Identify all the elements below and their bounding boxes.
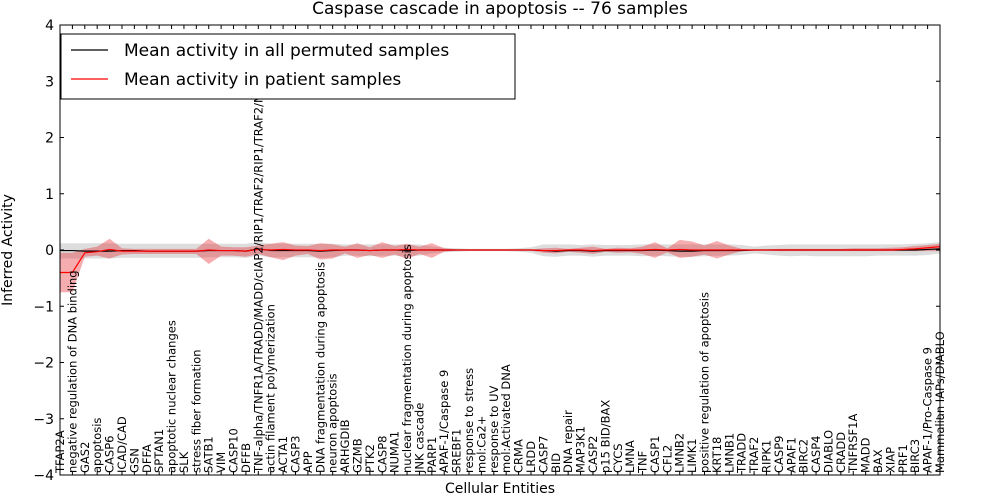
x-category-label: DNA fragmentation during apoptosis [313, 262, 327, 473]
x-category-label: positive regulation of apoptosis [698, 292, 712, 473]
x-category-label: APP [301, 451, 315, 473]
chart-title: Caspase cascade in apoptosis -- 76 sampl… [312, 0, 688, 19]
x-category-label: CYCS [611, 443, 625, 473]
x-category-label: APAF-1/Pro-Caspase 9 [921, 347, 935, 473]
x-category-label: CFL2 [660, 445, 674, 473]
x-category-label: CASP7 [536, 436, 550, 473]
x-category-label: TFAP2A [53, 430, 67, 474]
y-tick-label: −3 [33, 412, 54, 428]
x-category-label: mol:Ca2+ [474, 416, 488, 473]
x-category-label: MAP3K1 [574, 426, 588, 473]
x-category-label: CASP6 [103, 436, 117, 473]
x-category-label: p15 BID/BAX [598, 400, 612, 473]
x-category-label: stress fiber formation [189, 349, 203, 473]
x-category-label: nuclear fragmentation during apoptosis [400, 244, 414, 473]
x-category-label: CRADD [834, 432, 848, 473]
x-category-label: BID [549, 453, 563, 473]
x-category-label: ARHGDIB [338, 419, 352, 473]
x-category-label: NUMA1 [388, 431, 402, 473]
y-tick-label: 4 [45, 18, 54, 34]
x-category-label: DIABLO [821, 430, 835, 473]
x-category-label: PARP1 [425, 437, 439, 473]
x-category-label: CRMA [512, 439, 526, 473]
x-category-label: PRF1 [896, 444, 910, 473]
x-category-label: neuron apoptosis [326, 373, 340, 473]
x-category-label: BAX [871, 449, 885, 473]
y-tick-label: 1 [45, 187, 54, 203]
x-category-label: actin filament polymerization [264, 304, 278, 473]
x-category-label: CASP1 [648, 436, 662, 473]
axes: −4 −3 −2 −1 0 1 2 3 4 [33, 18, 941, 484]
x-category-label: GAS2 [78, 442, 92, 473]
plot-area [60, 238, 941, 293]
y-tick-label: −4 [33, 468, 54, 484]
x-category-label: LMNB1 [722, 433, 736, 473]
x-category-label: LRDD [524, 441, 538, 473]
x-category-label: APAF1 [784, 437, 798, 473]
y-tick-label: 0 [45, 243, 54, 259]
x-category-label: LMNA [623, 440, 637, 473]
x-category-label: CASP3 [288, 436, 302, 473]
x-category-label: negative regulation of DNA binding [65, 270, 79, 473]
x-category-label: TRADD [735, 433, 749, 474]
x-category-label: DFFB [239, 443, 253, 473]
x-category-label: TNF [636, 451, 650, 474]
x-category-label: CASP4 [809, 436, 823, 473]
x-category-label: SATB1 [202, 436, 216, 473]
x-category-label: Mammalian IAPs/DIABLO [933, 331, 947, 473]
x-category-label: response to UV [487, 385, 501, 473]
x-category-label: LIMK1 [685, 438, 699, 473]
band-series-1 [60, 238, 940, 293]
legend-label-permuted: Mean activity in all permuted samples [124, 41, 449, 61]
x-category-label: TRAF2 [747, 437, 761, 474]
x-category-label: CASP10 [227, 428, 241, 473]
x-category-label: KRT18 [710, 437, 724, 473]
x-category-label: GSN [127, 448, 141, 473]
x-category-label: BIRC3 [908, 439, 922, 473]
x-category-label: MADD [859, 437, 873, 473]
x-category-label: LMNB2 [673, 433, 687, 473]
x-category-label: BIRC2 [797, 439, 811, 473]
x-category-label: SREBF1 [450, 429, 464, 473]
y-axis-title: Inferred Activity [0, 194, 16, 306]
x-category-label: TNFRSF1A [846, 414, 860, 474]
x-category-label: PTK2 [363, 444, 377, 473]
x-category-label: CASP8 [375, 436, 389, 473]
x-category-label: SLK [177, 451, 191, 473]
x-category-label: XIAP [883, 447, 897, 473]
x-category-label: APAF-1/Caspase 9 [437, 370, 451, 473]
x-category-label: ACTA1 [276, 436, 290, 473]
x-category-label: mol:Activated DNA [499, 364, 513, 473]
x-category-label: CASP2 [586, 436, 600, 473]
x-category-label: RIPK1 [759, 440, 773, 473]
x-category-label: response to stress [462, 368, 476, 473]
x-category-label: apoptosis [90, 418, 104, 473]
x-category-label: TNF-alpha/TNFR1A/TRADD/MADD/cIAP2/RIP1/T… [251, 67, 265, 474]
line-series-1 [60, 246, 941, 274]
x-category-label: DFFA [140, 444, 154, 473]
x-category-label: apoptotic nuclear changes [165, 320, 179, 473]
x-category-label: GZMB [350, 438, 364, 473]
x-category-label: JNK cascade [412, 403, 426, 474]
x-category-label: VIM [214, 452, 228, 473]
y-tick-label: −2 [33, 356, 54, 372]
x-category-label: DNA repair [561, 410, 575, 473]
y-tick-label: 2 [45, 131, 54, 147]
y-tick-label: −1 [33, 299, 54, 315]
legend-label-patient: Mean activity in patient samples [124, 70, 401, 90]
legend: Mean activity in all permuted samples Me… [60, 33, 516, 100]
legend-box [60, 33, 516, 100]
x-axis-title: Cellular Entities [445, 481, 555, 497]
x-category-label: SPTAN1 [152, 429, 166, 473]
x-category-label: ICAD/CAD [115, 416, 129, 473]
x-category-label: CASP9 [772, 436, 786, 473]
y-tick-label: 3 [45, 74, 54, 90]
